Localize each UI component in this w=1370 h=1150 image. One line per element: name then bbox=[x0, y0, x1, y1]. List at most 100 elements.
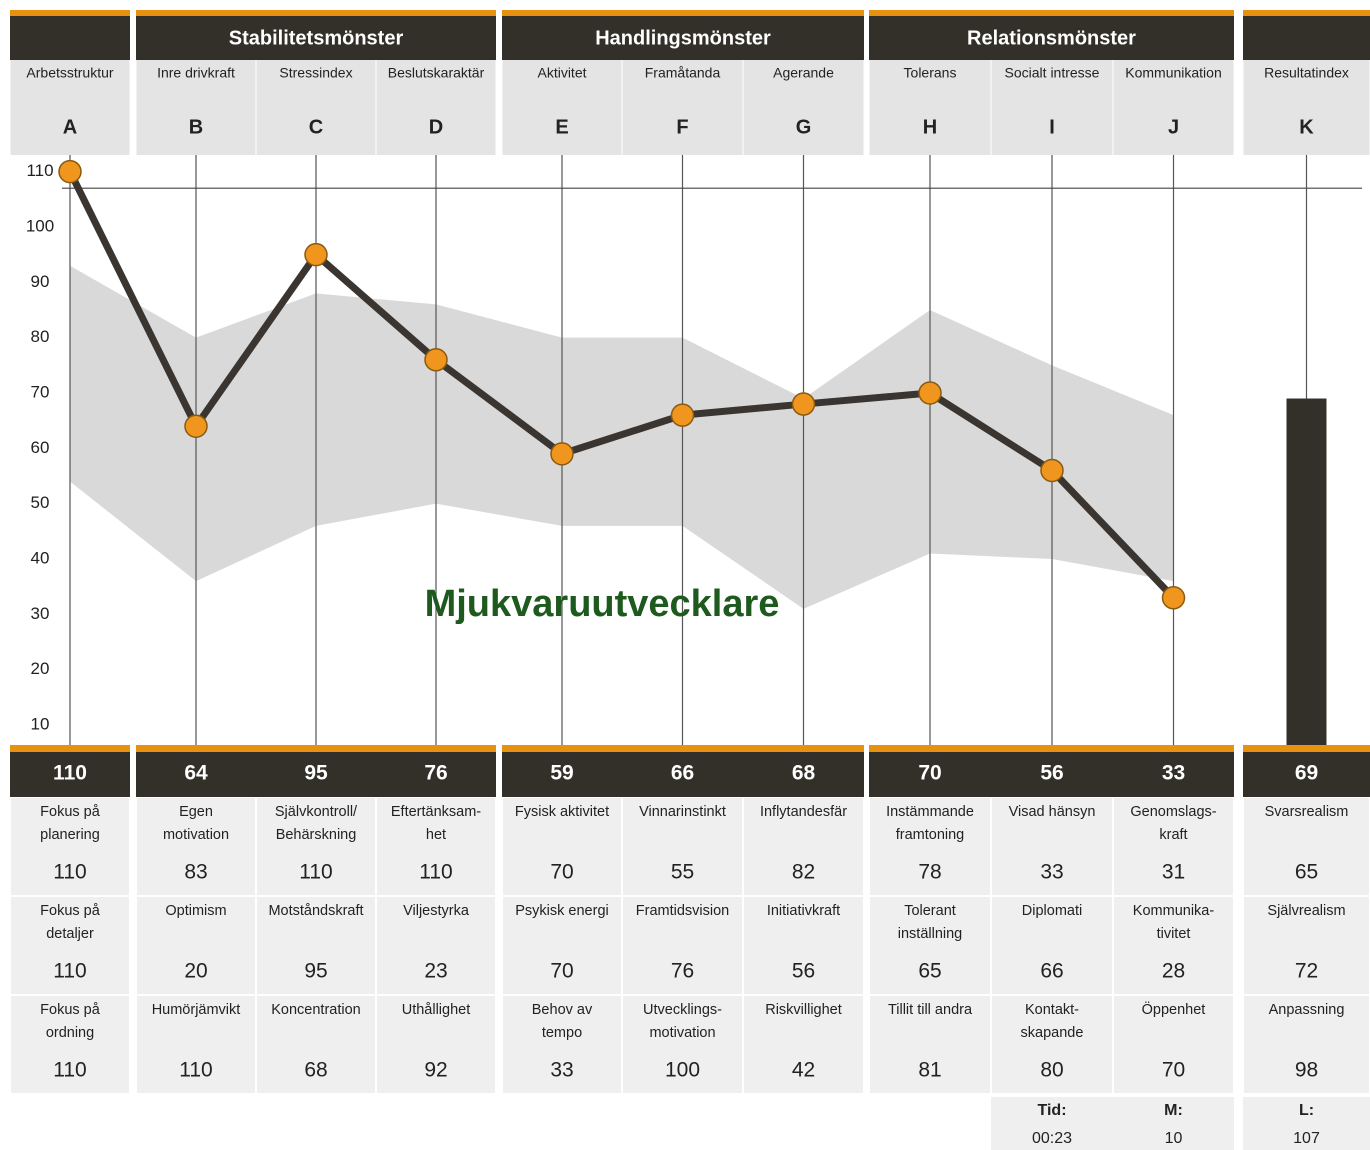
sub-cell bbox=[136, 797, 256, 896]
column-name: Stressindex bbox=[279, 65, 352, 81]
column-letter: I bbox=[1049, 116, 1055, 138]
sub-cell bbox=[502, 896, 622, 995]
sub-label: Utvecklings- bbox=[643, 1002, 722, 1018]
marker bbox=[670, 403, 695, 427]
column-header bbox=[869, 60, 991, 155]
sub-cell bbox=[502, 797, 622, 896]
sub-cell bbox=[869, 797, 991, 896]
marker bbox=[1040, 458, 1064, 483]
group-header bbox=[1243, 16, 1370, 60]
score-row bbox=[10, 752, 130, 797]
sub-label: planering bbox=[40, 827, 100, 843]
sub-label: Självrealism bbox=[1267, 903, 1345, 919]
score: 76 bbox=[424, 762, 447, 785]
score: 110 bbox=[53, 762, 87, 785]
sub-cell bbox=[10, 797, 130, 896]
column-name: Aktivitet bbox=[537, 65, 586, 81]
score: 69 bbox=[1295, 762, 1318, 785]
column-name: Arbetsstruktur bbox=[26, 65, 113, 81]
footer-value: 107 bbox=[1293, 1130, 1320, 1147]
sub-value: 56 bbox=[792, 960, 815, 983]
sub-label: Viljestyrka bbox=[403, 903, 470, 919]
footer-box bbox=[1243, 1097, 1370, 1150]
sub-cell bbox=[376, 995, 496, 1094]
score-accent bbox=[10, 745, 130, 752]
column-letter: H bbox=[923, 116, 937, 138]
sub-label: Självkontroll/ bbox=[275, 804, 358, 820]
column-name: Beslutskaraktär bbox=[388, 65, 485, 81]
score: 66 bbox=[671, 762, 694, 785]
score-accent bbox=[1243, 745, 1370, 752]
sub-label: kraft bbox=[1159, 827, 1187, 843]
sub-cell bbox=[1243, 797, 1370, 896]
score-row bbox=[869, 752, 1234, 797]
sub-value: 33 bbox=[550, 1059, 573, 1082]
sub-cell bbox=[743, 896, 864, 995]
sub-value: 70 bbox=[1162, 1059, 1185, 1082]
sub-cell bbox=[1113, 995, 1234, 1094]
column-header bbox=[1113, 60, 1234, 155]
sub-value: 83 bbox=[184, 861, 207, 884]
y-tick-label: 60 bbox=[31, 438, 50, 457]
sub-value: 68 bbox=[304, 1059, 327, 1082]
sub-cell bbox=[256, 797, 376, 896]
y-tick-label: 30 bbox=[31, 604, 50, 623]
sub-value: 65 bbox=[918, 960, 941, 983]
sub-label: framtoning bbox=[896, 827, 965, 843]
sub-cell bbox=[10, 896, 130, 995]
sub-value: 76 bbox=[671, 960, 694, 983]
sub-cell bbox=[991, 797, 1113, 896]
sub-value: 110 bbox=[53, 1059, 86, 1082]
column-header bbox=[256, 60, 376, 155]
sub-label: Riskvillighet bbox=[765, 1002, 842, 1018]
marker bbox=[304, 242, 328, 267]
sub-label: detaljer bbox=[46, 926, 94, 942]
column-letter: F bbox=[676, 116, 688, 138]
sub-label: Svarsrealism bbox=[1265, 804, 1349, 820]
sub-value: 81 bbox=[918, 1059, 941, 1082]
sub-value: 98 bbox=[1295, 1059, 1318, 1082]
sub-label: Fysisk aktivitet bbox=[515, 804, 609, 820]
marker bbox=[424, 348, 448, 372]
sub-label: Koncentration bbox=[271, 1002, 360, 1018]
sub-label: Öppenhet bbox=[1142, 1000, 1206, 1018]
footer-value: 10 bbox=[1165, 1130, 1183, 1147]
sub-cell bbox=[1113, 896, 1234, 995]
column-header bbox=[991, 60, 1113, 155]
score: 33 bbox=[1162, 762, 1185, 785]
group-accent bbox=[136, 10, 496, 16]
bar bbox=[1286, 398, 1327, 745]
column-header bbox=[136, 60, 256, 155]
sub-label: Vinnarinstinkt bbox=[639, 804, 726, 820]
score: 64 bbox=[184, 762, 208, 785]
y-tick-label: 90 bbox=[31, 272, 50, 291]
column-letter: A bbox=[63, 116, 77, 138]
sub-value: 78 bbox=[918, 861, 941, 884]
sub-label: Kontakt- bbox=[1025, 1002, 1079, 1018]
sub-value: 92 bbox=[424, 1059, 447, 1082]
sub-value: 23 bbox=[424, 960, 447, 983]
sub-cell bbox=[1243, 896, 1370, 995]
score: 70 bbox=[918, 762, 941, 785]
sub-cell bbox=[1243, 995, 1370, 1094]
group-header bbox=[869, 16, 1234, 60]
sub-cell bbox=[502, 995, 622, 1094]
y-tick-label: 10 bbox=[31, 715, 50, 734]
sub-value: 31 bbox=[1162, 861, 1185, 884]
sub-value: 20 bbox=[184, 960, 207, 983]
score-accent bbox=[869, 745, 1234, 752]
sub-label: Diplomati bbox=[1022, 903, 1082, 919]
profile-line bbox=[66, 170, 1177, 601]
y-tick-label: 40 bbox=[31, 549, 50, 568]
score-row bbox=[1243, 752, 1370, 797]
group-header bbox=[502, 16, 864, 60]
score: 95 bbox=[304, 762, 328, 785]
sub-label: ordning bbox=[46, 1025, 94, 1041]
sub-label: Optimism bbox=[165, 903, 226, 919]
sub-cell bbox=[256, 896, 376, 995]
marker bbox=[58, 159, 82, 184]
sub-label: Instämmande bbox=[886, 804, 974, 820]
sub-value: 72 bbox=[1295, 960, 1318, 983]
sub-label: Egen bbox=[179, 804, 213, 820]
